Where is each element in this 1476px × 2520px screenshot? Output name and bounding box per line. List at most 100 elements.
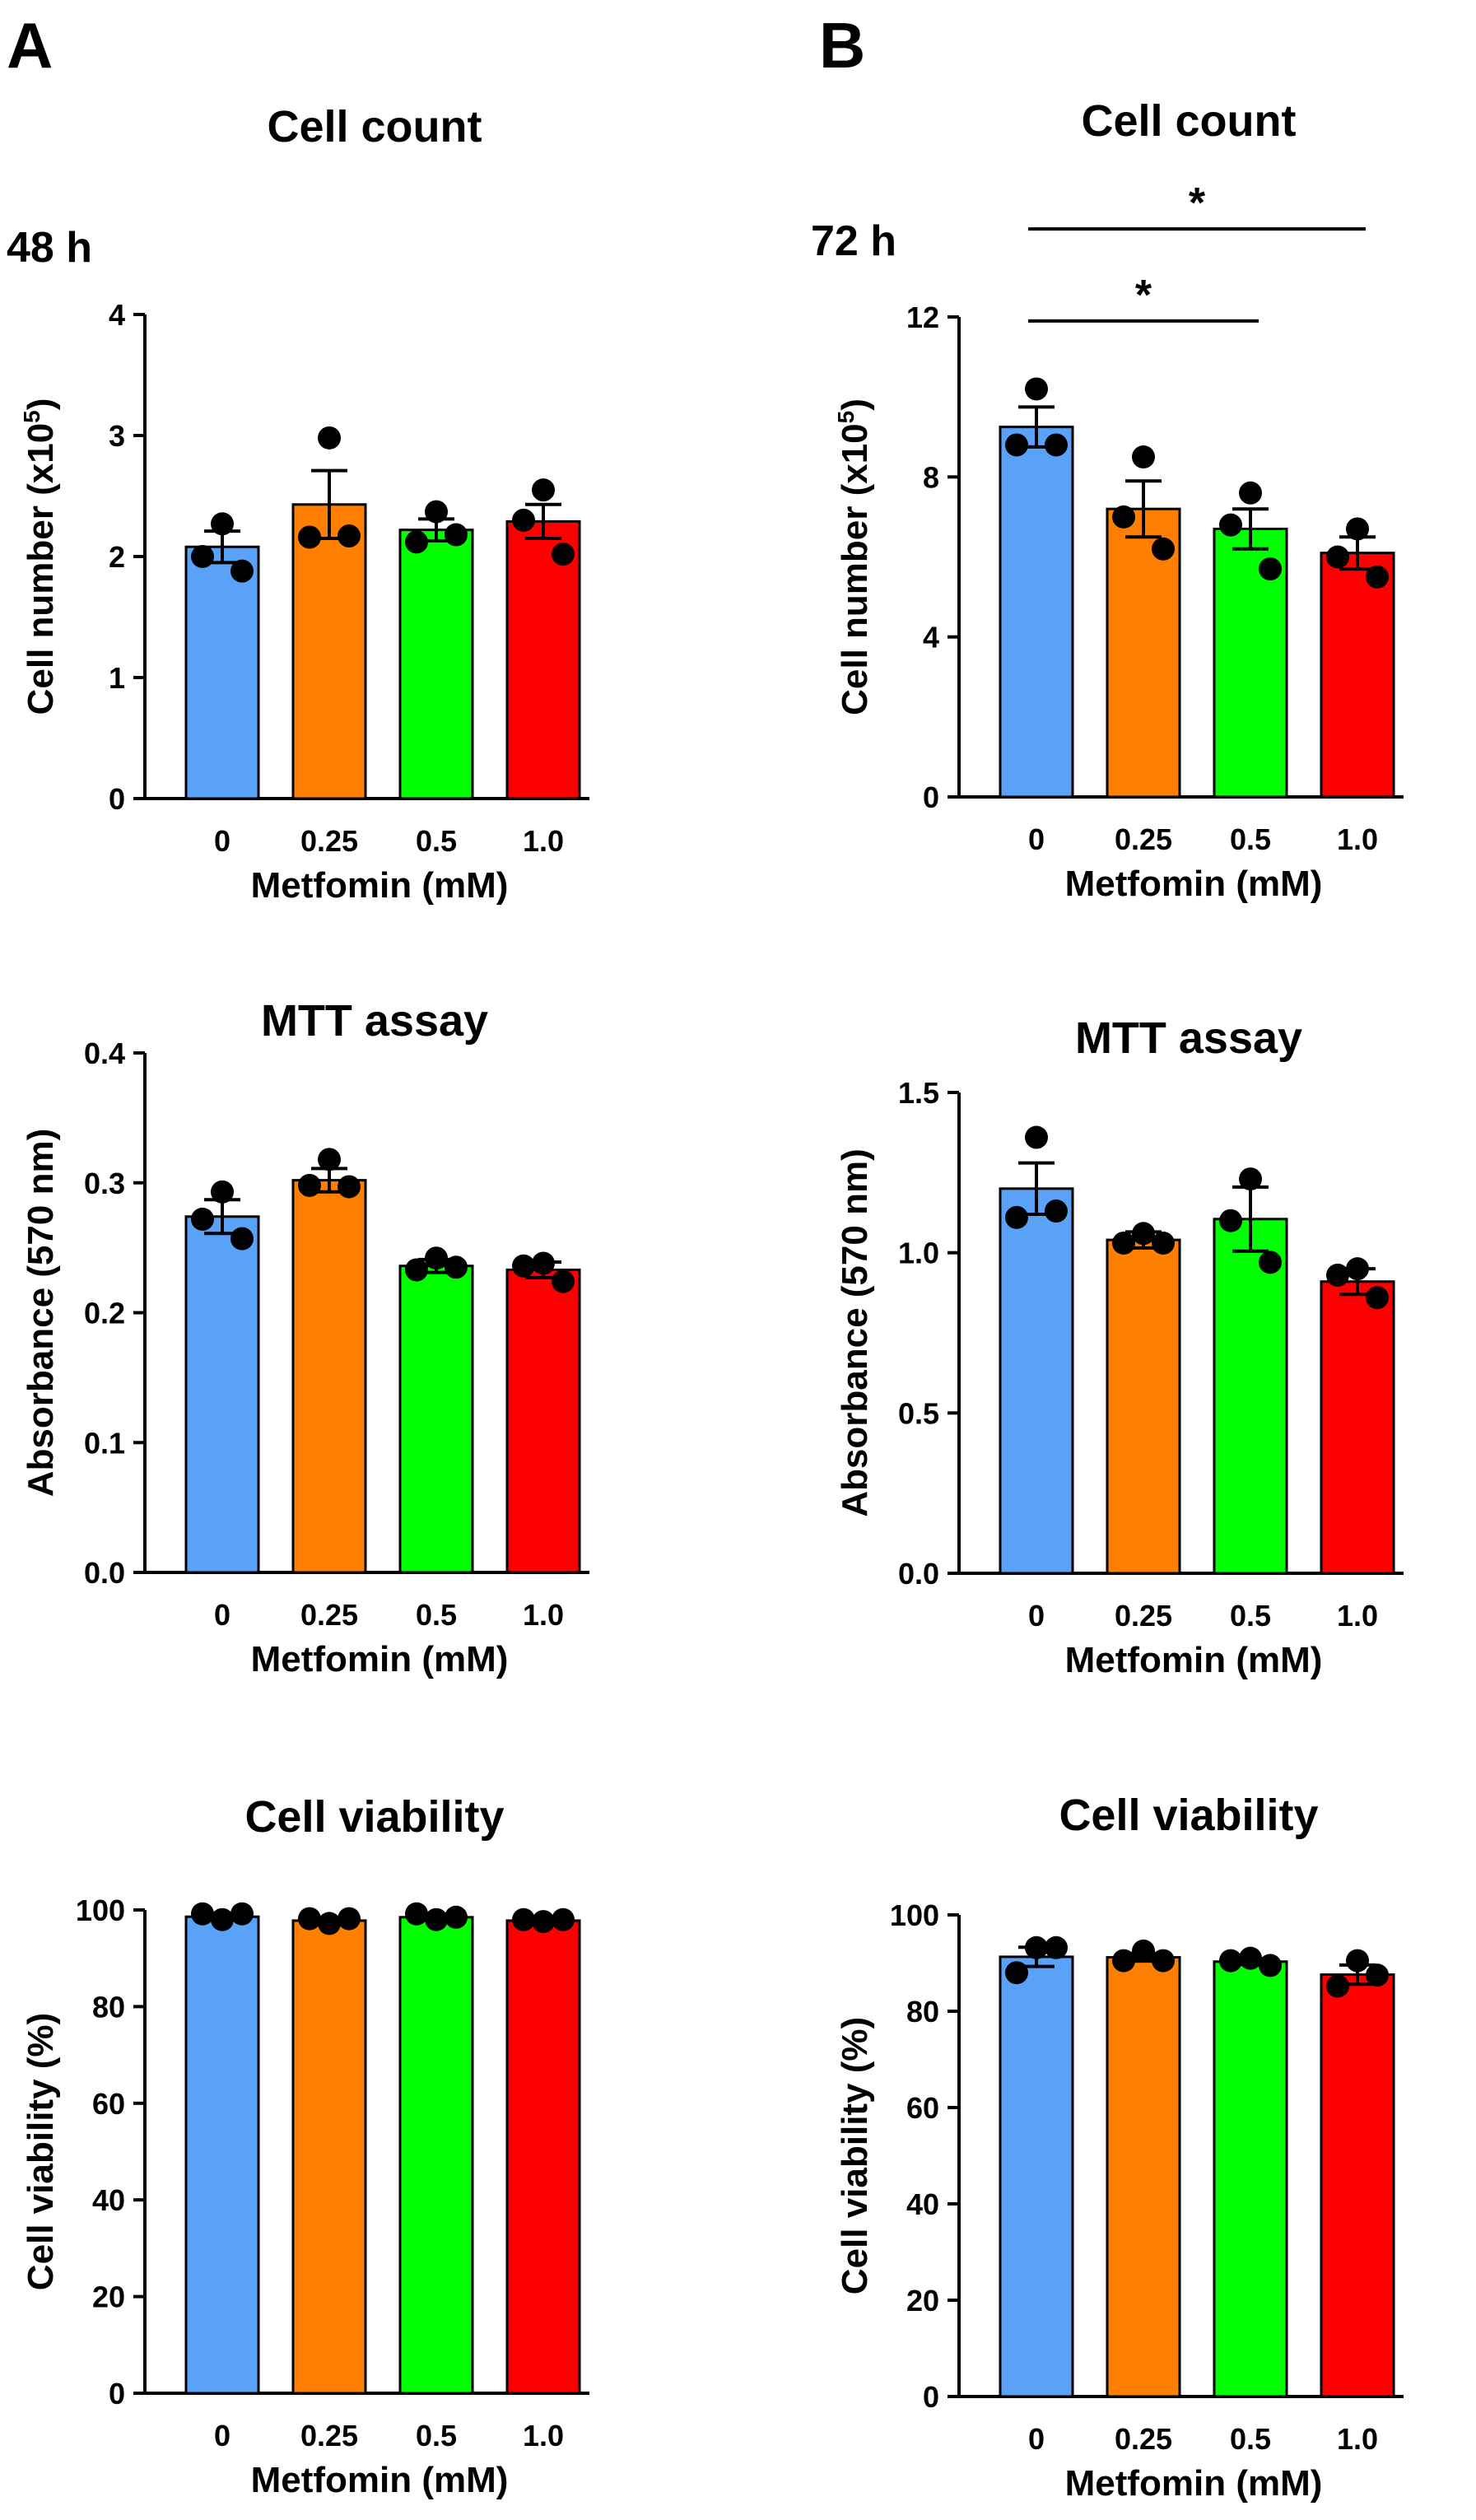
y-tick-label: 0 xyxy=(109,2377,125,2411)
y-tick-label: 0 xyxy=(923,2380,939,2414)
y-tick-label: 1.5 xyxy=(898,1076,939,1110)
x-tick-label: 0 xyxy=(1028,822,1045,856)
y-axis-label: Absorbance (570 nm) xyxy=(21,1129,61,1497)
data-point xyxy=(445,1905,468,1929)
y-tick-label: 8 xyxy=(923,460,939,494)
y-tick-label: 40 xyxy=(906,2187,939,2221)
data-point xyxy=(1152,1949,1175,1973)
x-tick-label: 0.25 xyxy=(1115,1599,1172,1633)
data-point xyxy=(1112,1949,1135,1973)
data-point xyxy=(532,1251,555,1275)
data-point xyxy=(1112,1231,1135,1255)
time-label-72h: 72 h xyxy=(811,217,896,265)
x-axis-label: Metfomin (mM) xyxy=(1065,1640,1323,1680)
significance-star: * xyxy=(1189,179,1206,227)
y-tick-label: 4 xyxy=(923,621,939,654)
data-point xyxy=(298,1907,321,1931)
data-point xyxy=(230,1227,254,1251)
bar-0.5 xyxy=(398,1916,474,2395)
chart-b3: Cell viability 0 20 40 60 80 100 Cell viability… xyxy=(835,1791,1404,2504)
data-point xyxy=(1326,1263,1349,1287)
data-point xyxy=(1045,1935,1068,1959)
data-point xyxy=(445,1255,468,1279)
chart-b1: Cell count 0 4 8 12 Cell number (x105) 0 0.25 0.… xyxy=(833,96,1404,904)
y-tick-label: 60 xyxy=(92,2087,125,2121)
y-axis-label: Cell viability (%) xyxy=(835,2017,875,2294)
data-point xyxy=(425,500,448,524)
x-tick-label: 1.0 xyxy=(1337,822,1378,856)
y-tick-label: 20 xyxy=(92,2280,125,2314)
data-point xyxy=(1219,513,1242,537)
data-point xyxy=(1239,1167,1262,1191)
data-point xyxy=(1219,1209,1242,1232)
chart-title: MTT assay xyxy=(1075,1013,1302,1063)
data-point xyxy=(1025,1125,1048,1149)
y-tick-label: 80 xyxy=(906,1995,939,2029)
x-tick-label: 1.0 xyxy=(523,824,564,858)
data-point xyxy=(1045,433,1068,457)
data-point xyxy=(318,426,341,450)
y-tick-label: 0.3 xyxy=(84,1167,125,1200)
y-tick-label: 40 xyxy=(92,2183,125,2217)
x-tick-label: 1.0 xyxy=(1337,1599,1378,1633)
data-point xyxy=(211,1180,234,1204)
panel-label-b: B xyxy=(819,9,865,82)
bar-0 xyxy=(184,545,260,800)
y-tick-label: 0 xyxy=(923,780,939,814)
significance-star: * xyxy=(1135,272,1152,319)
x-tick-label: 0.25 xyxy=(300,1598,358,1632)
data-point xyxy=(405,1258,428,1282)
data-point xyxy=(1005,1205,1028,1229)
y-tick-label: 1 xyxy=(109,661,125,695)
y-tick-label: 1.0 xyxy=(898,1237,939,1270)
data-point xyxy=(1346,1257,1369,1281)
data-point xyxy=(318,1912,341,1935)
x-tick-label: 0.5 xyxy=(416,824,457,858)
bar-1.0 xyxy=(1320,1280,1395,1575)
bar-0.5 xyxy=(398,529,474,800)
bar-0.25 xyxy=(291,503,367,800)
bar-0 xyxy=(999,1955,1074,2398)
x-axis-label: Metfomin (mM) xyxy=(251,1639,509,1679)
bar-0 xyxy=(184,1915,260,2395)
chart-a3: Cell viability 0 20 40 60 80 100 Cell viability… xyxy=(21,1792,589,2500)
data-point xyxy=(1259,1954,1282,1977)
y-tick-label: 4 xyxy=(109,298,125,332)
bar-0.25 xyxy=(1106,1238,1181,1575)
data-point xyxy=(318,1148,341,1171)
y-tick-label: 0.0 xyxy=(84,1556,125,1590)
data-point xyxy=(1326,1974,1349,1998)
data-point xyxy=(1366,1963,1389,1987)
data-point xyxy=(191,1207,214,1231)
data-point xyxy=(1045,1199,1068,1223)
chart-title: Cell count xyxy=(1081,96,1296,146)
data-point xyxy=(1239,1946,1262,1970)
data-point xyxy=(211,512,234,536)
data-point xyxy=(1366,565,1389,589)
x-tick-label: 1.0 xyxy=(1337,2422,1378,2456)
chart-title: Cell viability xyxy=(244,1792,504,1842)
data-point xyxy=(230,559,254,583)
y-axis-label: Absorbance (570 nm) xyxy=(835,1148,875,1516)
chart-a1: Cell count 0 1 2 3 4 Cell number (x105) 0 0.25 0.… xyxy=(19,102,589,906)
x-tick-label: 0 xyxy=(214,2419,230,2452)
x-tick-label: 0 xyxy=(214,824,230,858)
x-tick-label: 0.5 xyxy=(1230,2422,1271,2456)
data-point xyxy=(552,1907,575,1931)
chart-a2: MTT assay 0.0 0.1 0.2 0.3 0.4 Absorbance (570 … xyxy=(21,996,589,1679)
data-point xyxy=(1259,557,1282,581)
x-tick-label: 1.0 xyxy=(523,2419,564,2452)
x-tick-label: 0.25 xyxy=(300,824,358,858)
bar-0.5 xyxy=(1213,1218,1288,1575)
x-tick-label: 0.25 xyxy=(1115,2422,1172,2456)
y-tick-label: 0.1 xyxy=(84,1426,125,1460)
bar-0.25 xyxy=(291,1179,367,1574)
data-point xyxy=(338,1175,361,1199)
data-point xyxy=(1346,517,1369,541)
data-point xyxy=(1239,481,1262,505)
bar-0 xyxy=(184,1215,260,1574)
data-point xyxy=(1259,1251,1282,1274)
y-axis-label: Cell number (x105) xyxy=(19,398,61,715)
data-point xyxy=(532,1910,555,1934)
